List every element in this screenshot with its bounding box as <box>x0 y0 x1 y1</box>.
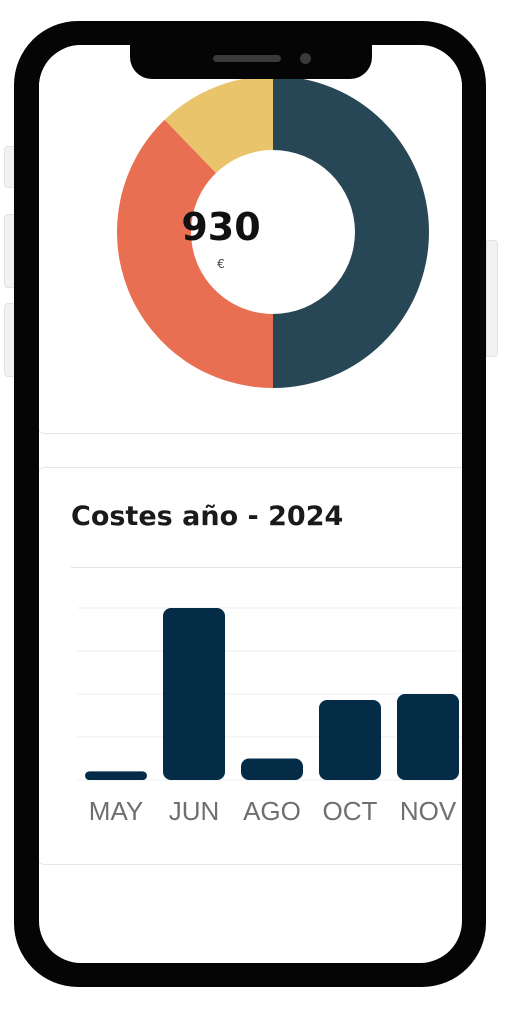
donut-currency-unit: € <box>217 257 225 271</box>
bar-ago[interactable] <box>241 758 303 781</box>
bar-jun[interactable] <box>163 608 225 780</box>
card-divider <box>71 567 462 568</box>
front-camera <box>300 53 311 64</box>
bar-nov[interactable] <box>397 694 459 780</box>
power-button <box>486 240 498 357</box>
x-tick-label-may: MAY <box>89 796 143 826</box>
speaker-grille <box>213 55 281 62</box>
donut-chart <box>117 76 429 388</box>
donut-segment-1[interactable] <box>273 76 429 388</box>
monthly-costs-bar-chart: MAY JUN AGO OCT NOV <box>77 607 462 826</box>
costs-card <box>39 467 462 865</box>
bar-may[interactable] <box>85 771 147 780</box>
donut-total-value: 930 <box>181 205 261 249</box>
costs-card-title: Costes año - 2024 <box>71 501 344 532</box>
x-tick-label-ago: AGO <box>243 796 301 826</box>
x-tick-label-oct: OCT <box>323 796 378 826</box>
x-tick-label-jun: JUN <box>169 796 220 826</box>
donut-segment-2[interactable] <box>117 119 273 388</box>
phone-notch <box>130 45 372 79</box>
donut-segment-3[interactable] <box>164 76 273 174</box>
app-screen: 930 € Costes año - 2024 MAY JUN AGO OCT NOV <box>39 45 462 963</box>
x-tick-label-nov: NOV <box>400 796 457 826</box>
bar-oct[interactable] <box>319 700 381 780</box>
